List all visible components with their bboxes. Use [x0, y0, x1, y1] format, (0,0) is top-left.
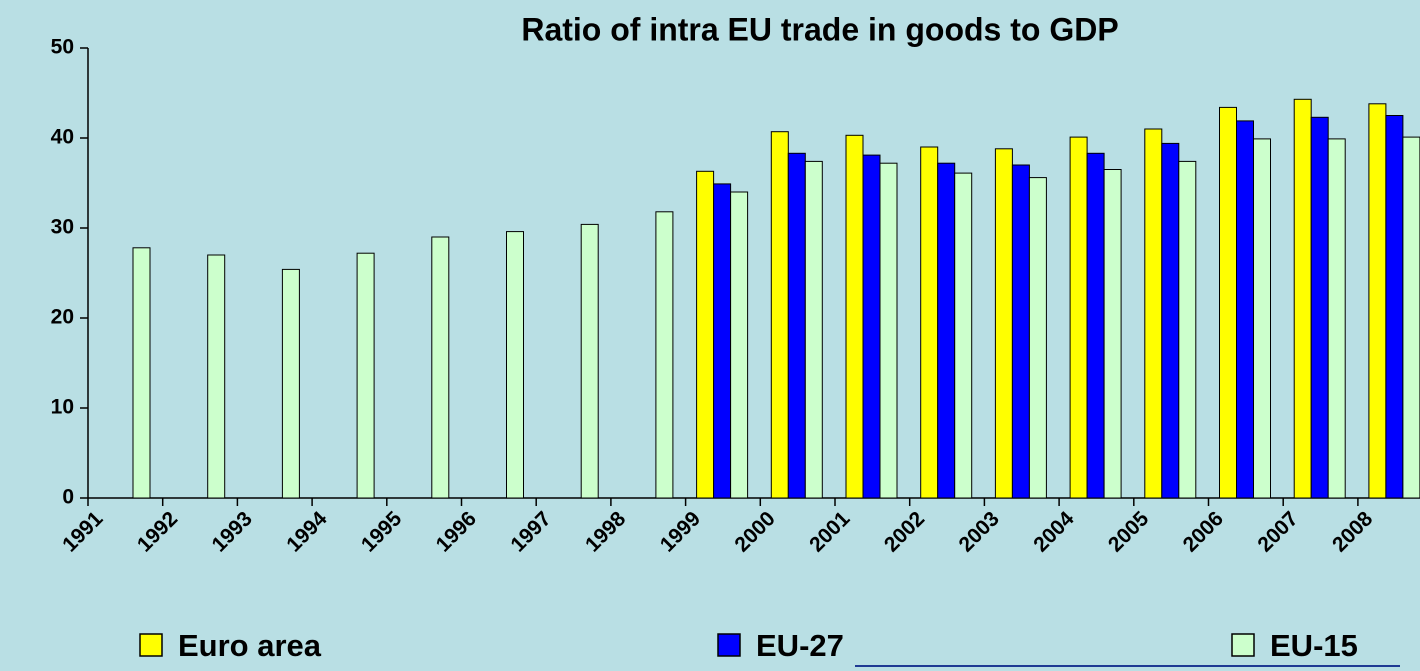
- bar: [862, 154, 881, 499]
- bar: [845, 134, 864, 499]
- bar: [804, 160, 823, 499]
- bar: [1310, 116, 1329, 499]
- bar: [431, 236, 450, 499]
- legend-label: EU-15: [1270, 628, 1358, 663]
- bar: [1402, 136, 1420, 499]
- bar: [506, 231, 524, 499]
- bar: [1236, 120, 1254, 499]
- bar: [879, 162, 898, 499]
- bar: [1327, 138, 1346, 499]
- bar: [1368, 103, 1387, 499]
- legend-label: EU-27: [756, 628, 844, 663]
- bar: [954, 172, 973, 499]
- bar: [132, 247, 151, 499]
- bar: [1385, 115, 1404, 499]
- legend-swatch: [1231, 633, 1255, 657]
- bar: [1219, 106, 1237, 499]
- bar: [787, 152, 806, 499]
- bar: [713, 183, 732, 499]
- y-tick-label: 0: [62, 486, 74, 509]
- bar: [1161, 142, 1180, 499]
- bar: [207, 254, 226, 499]
- bar: [580, 223, 599, 499]
- y-tick-label: 30: [51, 216, 74, 239]
- bar: [1011, 164, 1030, 499]
- bar: [994, 148, 1013, 499]
- bar: [1253, 138, 1271, 499]
- bar: [356, 252, 375, 499]
- bar: [770, 131, 789, 499]
- y-tick-label: 10: [51, 396, 74, 419]
- bar: [1144, 128, 1163, 499]
- bar: [1293, 98, 1312, 499]
- legend-label: Euro area: [178, 628, 322, 663]
- bar: [1069, 136, 1088, 499]
- y-tick-label: 50: [51, 36, 74, 59]
- bar: [730, 191, 749, 499]
- bar: [920, 146, 939, 499]
- bar: [1028, 177, 1047, 499]
- legend-swatch: [139, 633, 163, 657]
- chart-title: Ratio of intra EU trade in goods to GDP: [521, 11, 1118, 47]
- bar: [1086, 152, 1105, 499]
- bar: [1103, 169, 1122, 499]
- bar: [696, 170, 715, 499]
- bar: [1178, 160, 1197, 499]
- legend-swatch: [717, 633, 741, 657]
- bar: [655, 211, 674, 499]
- bar: [281, 268, 300, 499]
- y-tick-label: 40: [51, 126, 74, 149]
- bar: [937, 162, 956, 499]
- y-tick-label: 20: [51, 306, 74, 329]
